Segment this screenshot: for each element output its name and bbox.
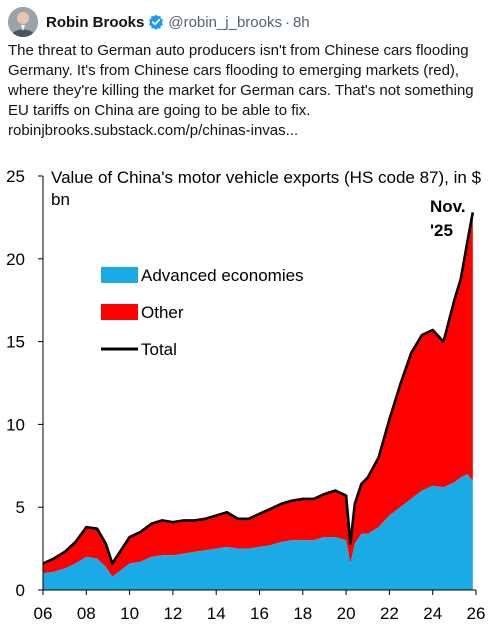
- verified-badge-icon: [148, 14, 164, 30]
- series-other-area: [43, 212, 473, 577]
- x-tick-label: 06: [34, 604, 53, 623]
- y-tick-label: 25: [6, 167, 25, 186]
- tweet-text: The threat to German auto producers isn'…: [8, 41, 496, 141]
- x-tick-label: 24: [423, 604, 442, 623]
- y-tick-label: 20: [6, 250, 25, 269]
- x-tick-label: 08: [77, 604, 96, 623]
- x-tick-label: 20: [337, 604, 356, 623]
- tweet-timestamp[interactable]: 8h: [292, 13, 310, 31]
- x-tick-label: 22: [380, 604, 399, 623]
- tweet-body: The threat to German auto producers isn'…: [8, 42, 474, 119]
- legend-swatch: [101, 304, 138, 320]
- legend-label: Other: [141, 303, 184, 322]
- chart-image[interactable]: Value of China's motor vehicle exports (…: [0, 154, 503, 632]
- chart-title-line1: Value of China's motor vehicle exports (…: [51, 168, 482, 187]
- person-avatar-icon[interactable]: [8, 7, 38, 37]
- chart-legend: Advanced economies Other Total: [101, 266, 304, 359]
- y-tick-label: 15: [6, 333, 25, 352]
- chart-axes: 0 5 10 15 20 25 06 08 10 12 14 16 18 20 22 24 26: [6, 167, 485, 623]
- x-tick-label: 14: [207, 604, 226, 623]
- chart-title-line2: bn: [51, 190, 70, 209]
- y-tick-label: 0: [16, 581, 25, 600]
- tweet-header: Robin Brooks @robin_j_brooks · 8h: [8, 6, 310, 38]
- x-tick-label: 16: [250, 604, 269, 623]
- chart-svg: Value of China's motor vehicle exports (…: [6, 167, 485, 623]
- y-tick-label: 5: [16, 498, 25, 517]
- series-total-line: [42, 212, 475, 565]
- separator-dot: ·: [284, 13, 290, 31]
- series-advanced-economies-area: [43, 474, 473, 590]
- x-tick-label: 12: [163, 604, 182, 623]
- x-tick-label: 18: [293, 604, 312, 623]
- x-tick-label: 26: [467, 604, 486, 623]
- legend-label: Total: [141, 340, 177, 359]
- annotation-line1: Nov.: [430, 197, 466, 216]
- tweet-link[interactable]: robinjbrooks.substack.com/p/chinas-invas…: [8, 122, 299, 139]
- author-handle[interactable]: @robin_j_brooks: [168, 13, 282, 31]
- x-tick-label: 10: [120, 604, 139, 623]
- legend-swatch: [101, 267, 138, 283]
- author-name[interactable]: Robin Brooks: [46, 13, 145, 31]
- y-tick-label: 10: [6, 415, 25, 434]
- legend-label: Advanced economies: [141, 266, 304, 285]
- annotation-line2: '25: [430, 221, 453, 240]
